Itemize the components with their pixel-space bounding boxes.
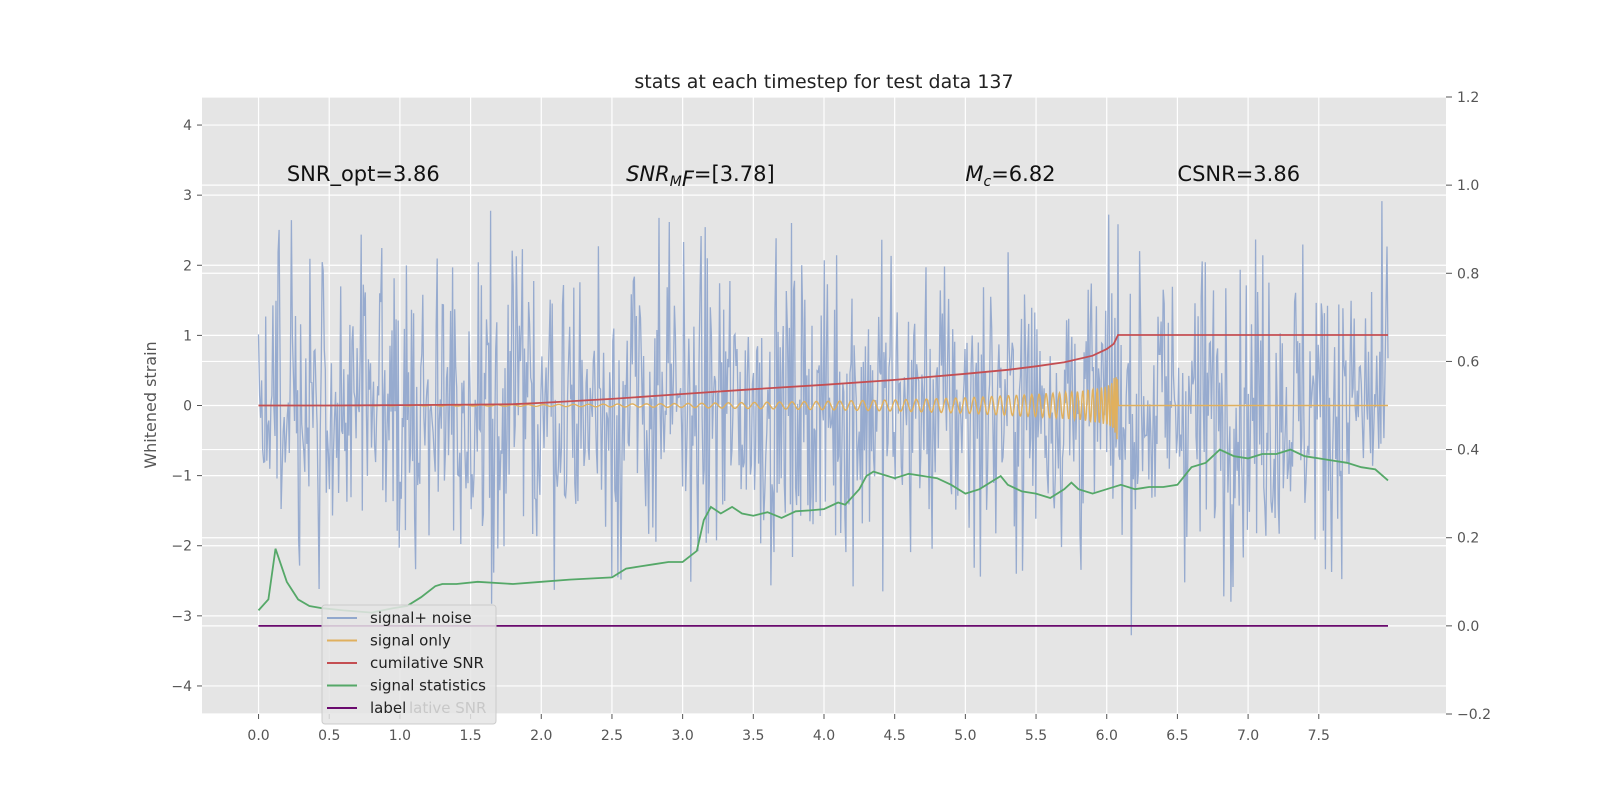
x-tick-label: 5.0 [954, 728, 976, 744]
y-axis-label: Whitened strain [141, 341, 160, 468]
y-tick-label: −4 [171, 679, 192, 695]
y-tick-label: 4 [183, 118, 192, 134]
legend-box [321, 604, 497, 725]
y2-tick-label: 0.8 [1457, 266, 1479, 282]
legend-label: label [370, 699, 406, 717]
x-tick-label: 3.0 [672, 728, 694, 744]
y2-tick-label: 0.4 [1457, 443, 1479, 459]
y2-tick-label: 1.2 [1457, 90, 1479, 106]
x-tick-label: 0.0 [247, 728, 269, 744]
x-tick-label: 0.5 [318, 728, 340, 744]
y-tick-label: −2 [171, 539, 192, 555]
y-tick-label: −1 [171, 469, 192, 485]
x-tick-label: 6.5 [1166, 728, 1188, 744]
legend-label: signal+ noise [370, 609, 472, 627]
y2-tick-label: 0.6 [1457, 354, 1479, 370]
annotation: Mc=6.82 [965, 162, 1055, 190]
x-tick-label: 6.0 [1096, 728, 1118, 744]
y2-tick-label: 1.0 [1457, 178, 1479, 194]
signal-statistics-line [257, 448, 1389, 614]
legend-label: cumilative SNR [370, 654, 484, 672]
y-tick-label: 2 [183, 258, 192, 274]
annotation: SNR_opt=3.86 [287, 162, 440, 187]
y-tick-label: 1 [183, 328, 192, 344]
x-tick-label: 3.5 [742, 728, 764, 744]
axes-ticks: 0.0 0.5 1.0 1.5 2.0 2.5 3.0 3.5 4.0 4.5 5.0 5.5 6.0 6… [171, 90, 1491, 744]
legend: signal+ noise signal only cumilative SNR si… [321, 604, 497, 725]
series-signal-noise [257, 201, 1389, 636]
legend-label: signal statistics [370, 677, 486, 695]
x-tick-label: 7.5 [1308, 728, 1330, 744]
annotation: CSNR=3.86 [1177, 162, 1300, 186]
y-tick-label: 0 [183, 399, 192, 415]
legend-overlap-text: lative SNR [409, 699, 486, 717]
x-tick-label: 1.0 [389, 728, 411, 744]
y2-tick-label: 0.0 [1457, 619, 1479, 635]
x-tick-label: 5.5 [1025, 728, 1047, 744]
annotation: SNRMF=[3.78] [626, 162, 775, 191]
cumilative-snr-line [258, 334, 1388, 407]
legend-label: signal only [370, 632, 451, 650]
y2-tick-label: 0.2 [1457, 531, 1479, 547]
y-tick-label: −3 [171, 609, 192, 625]
y-tick-label: 3 [183, 188, 192, 204]
x-tick-label: 4.0 [813, 728, 835, 744]
x-tick-label: 2.5 [601, 728, 623, 744]
x-tick-label: 4.5 [884, 728, 906, 744]
annotations: SNR_opt=3.86 SNRMF=[3.78] Mc=6.82 CSNR=3.86 [287, 162, 1300, 191]
x-tick-label: 2.0 [530, 728, 552, 744]
chart-title: stats at each timestep for test data 137 [634, 71, 1013, 93]
signal-noise-line [257, 201, 1389, 636]
x-tick-label: 7.0 [1237, 728, 1259, 744]
y2-tick-label: −0.2 [1457, 707, 1491, 723]
x-tick-label: 1.5 [459, 728, 481, 744]
